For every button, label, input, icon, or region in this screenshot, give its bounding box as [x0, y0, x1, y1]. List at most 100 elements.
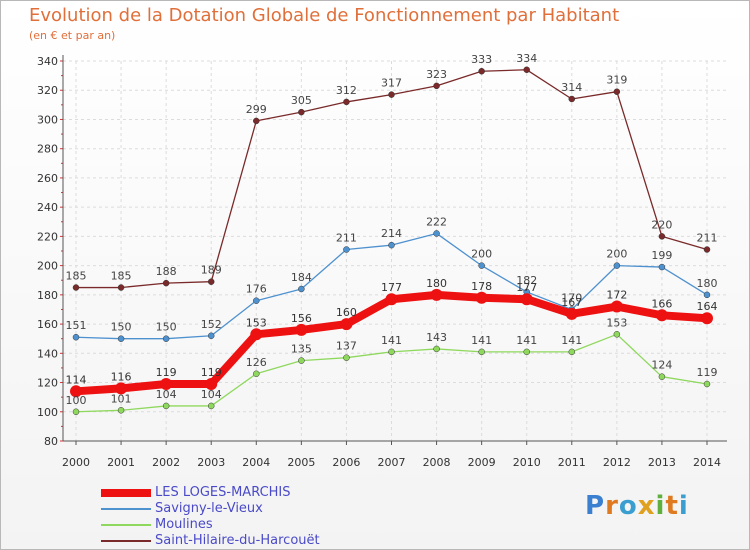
- data-label: 160: [336, 306, 357, 319]
- logo-letter: o: [618, 491, 638, 521]
- logo-letter: i: [678, 491, 689, 521]
- x-tick-label: 2008: [423, 456, 451, 469]
- data-label: 150: [156, 321, 177, 334]
- logo-letter: t: [665, 491, 679, 521]
- x-tick-label: 2002: [152, 456, 180, 469]
- chart-subtitle: (en € et par an): [29, 29, 116, 42]
- y-tick-label: 340: [37, 55, 58, 68]
- data-point: [388, 91, 395, 98]
- x-tick-label: 2009: [468, 456, 496, 469]
- logo-letter: i: [655, 491, 666, 521]
- data-point: [162, 335, 170, 342]
- legend-label: LES LOGES-MARCHIS: [155, 485, 291, 500]
- data-label: 317: [381, 77, 402, 90]
- legend-label: Moulines: [155, 517, 213, 532]
- data-point: [388, 241, 395, 249]
- data-label: 184: [291, 271, 312, 284]
- y-tick-label: 160: [37, 318, 58, 331]
- data-point: [117, 335, 125, 342]
- data-point: [295, 323, 308, 336]
- data-label: 141: [561, 334, 582, 347]
- data-label: 119: [156, 366, 177, 379]
- data-point: [162, 279, 170, 287]
- data-point: [475, 291, 488, 304]
- x-tick-label: 2007: [378, 456, 406, 469]
- data-point: [478, 262, 485, 269]
- x-tick-label: 2011: [558, 456, 586, 469]
- data-label: 333: [471, 53, 492, 66]
- data-point: [162, 402, 170, 410]
- data-label: 166: [651, 297, 672, 310]
- data-point: [253, 370, 260, 378]
- data-point: [205, 378, 218, 390]
- data-label: 200: [606, 248, 627, 261]
- data-point: [115, 382, 128, 395]
- data-label: 182: [516, 274, 537, 287]
- data-label: 188: [156, 265, 177, 278]
- data-label: 214: [381, 227, 402, 240]
- data-label: 141: [381, 334, 402, 347]
- data-label: 220: [651, 218, 672, 231]
- data-label: 222: [426, 215, 447, 228]
- x-tick-label: 2005: [287, 456, 315, 469]
- data-point: [388, 348, 395, 356]
- data-label: 170: [561, 291, 582, 304]
- y-tick-label: 200: [37, 260, 58, 273]
- data-point: [568, 95, 576, 103]
- data-label: 334: [516, 52, 537, 65]
- data-point: [207, 278, 215, 285]
- y-tick-label: 100: [37, 406, 58, 419]
- data-label: 180: [426, 277, 447, 290]
- data-point: [520, 293, 533, 306]
- data-label: 100: [66, 394, 87, 407]
- data-label: 119: [697, 366, 718, 379]
- data-point: [523, 66, 530, 74]
- y-tick-label: 120: [37, 377, 58, 390]
- data-label: 211: [697, 232, 718, 245]
- chart-title: Evolution de la Dotation Globale de Fonc…: [29, 5, 620, 26]
- data-point: [72, 408, 80, 416]
- data-point: [253, 297, 260, 304]
- data-point: [298, 357, 305, 364]
- data-label: 185: [111, 270, 132, 283]
- data-point: [658, 373, 666, 380]
- data-point: [658, 263, 666, 271]
- data-point: [385, 293, 398, 306]
- data-label: 211: [336, 232, 357, 245]
- data-label: 199: [651, 249, 672, 262]
- data-label: 119: [201, 366, 222, 379]
- data-point: [701, 312, 713, 325]
- data-label: 104: [201, 388, 222, 401]
- data-label: 114: [66, 373, 87, 386]
- data-label: 150: [111, 321, 132, 334]
- x-tick-label: 2001: [107, 456, 135, 469]
- data-point: [343, 246, 350, 253]
- y-tick-label: 220: [37, 230, 58, 243]
- data-label: 153: [246, 316, 267, 329]
- logo-letter: r: [605, 491, 619, 521]
- data-label: 299: [246, 103, 267, 116]
- data-label: 189: [201, 264, 222, 277]
- data-point: [117, 407, 125, 414]
- legend-swatch: [101, 540, 151, 542]
- data-label: 141: [516, 334, 537, 347]
- data-label: 143: [426, 331, 447, 344]
- data-label: 312: [336, 84, 357, 97]
- data-label: 172: [606, 289, 627, 302]
- x-tick-label: 2013: [648, 456, 676, 469]
- data-point: [613, 262, 621, 269]
- x-tick-label: 2010: [513, 456, 541, 469]
- data-label: 314: [561, 81, 582, 94]
- data-point: [703, 291, 711, 299]
- data-label: 135: [291, 343, 312, 356]
- y-tick-label: 280: [37, 143, 58, 156]
- data-point: [207, 332, 215, 340]
- data-label: 177: [381, 281, 402, 294]
- data-point: [655, 309, 668, 322]
- data-label-layer: 185 185 188 189 299 305 312 317 323 333 334 314 319 2…: [66, 52, 718, 407]
- legend-swatch: [101, 489, 151, 497]
- data-point: [160, 378, 173, 390]
- logo-letter: x: [637, 491, 656, 521]
- data-label: 176: [246, 283, 267, 296]
